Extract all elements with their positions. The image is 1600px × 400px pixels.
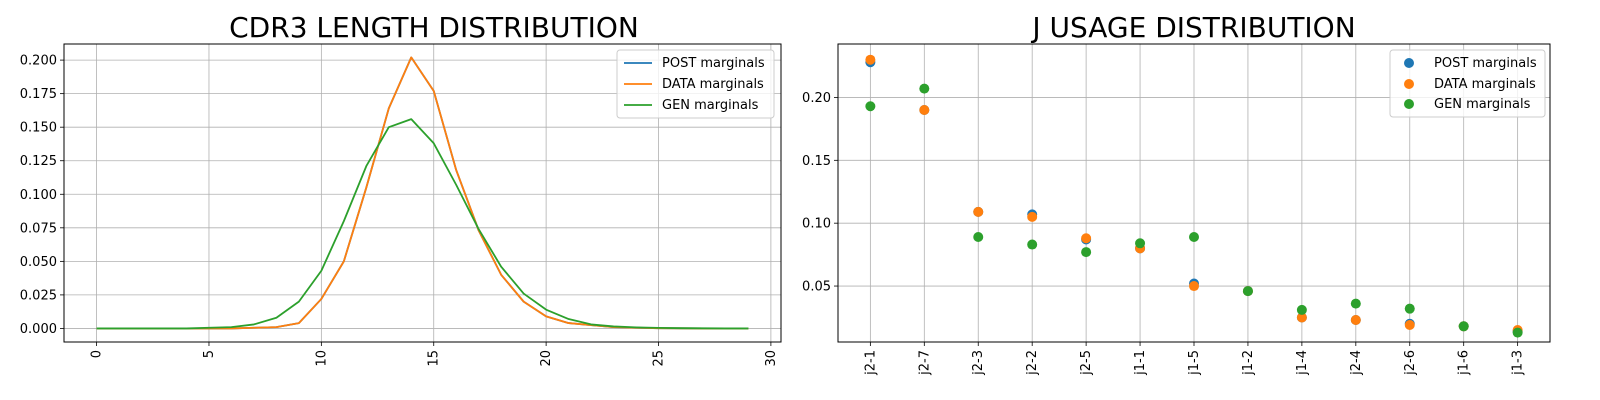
y-axis-ticks: 0.05 0.10 0.15 0.20 (802, 91, 838, 295)
plot-frame (837, 43, 1551, 343)
x-axis-ticks: 0 5 10 15 20 25 30 (90, 342, 779, 367)
point-gen (1135, 238, 1146, 249)
x-tick-label: j2-6 (1403, 350, 1418, 376)
y-tick-label: 0.150 (20, 121, 57, 136)
x-tick-label: j1-1 (1133, 350, 1148, 376)
x-tick-label: j2-7 (917, 350, 932, 376)
y-tick-label: 0.20 (802, 91, 831, 106)
chart-title: J USAGE DISTRIBUTION (1030, 11, 1355, 44)
point-data (1404, 320, 1415, 331)
point-gen (1350, 298, 1361, 309)
legend-label-gen: GEN marginals (662, 98, 759, 113)
x-tick-label: j1-5 (1187, 350, 1202, 376)
legend: POST marginals DATA marginals GEN margin… (616, 49, 775, 119)
scatter-points (865, 54, 1523, 338)
x-tick-label: 30 (764, 350, 779, 367)
y-tick-label: 0.125 (20, 154, 57, 169)
x-tick-label: j1-4 (1295, 350, 1310, 376)
x-tick-label: 0 (90, 350, 105, 358)
legend-label-post: POST marginals (1434, 56, 1537, 71)
legend-box (616, 49, 775, 119)
x-tick-label: j1-2 (1241, 350, 1256, 376)
plot-lines (96, 56, 749, 330)
point-data (1189, 281, 1199, 292)
cdr3-length-chart: CDR3 LENGTH DISTRIBUTION 0 5 10 15 20 25 30 0.… (20, 11, 782, 367)
point-gen (1242, 286, 1253, 297)
point-data (973, 206, 984, 217)
point-gen (973, 232, 984, 243)
legend-box (1389, 49, 1546, 118)
x-tick-label: j2-5 (1079, 350, 1094, 376)
x-tick-label: j1-6 (1457, 350, 1472, 376)
point-gen (1296, 304, 1307, 315)
x-tick-label: 20 (539, 350, 554, 367)
legend-marker-data (1404, 79, 1414, 89)
legend-label-gen: GEN marginals (1434, 97, 1531, 112)
y-tick-label: 0.075 (20, 221, 57, 236)
series-line-gen (96, 118, 749, 330)
point-data (865, 54, 876, 65)
point-data (1081, 233, 1092, 244)
x-tick-label: j2-2 (1025, 350, 1040, 376)
point-gen (1512, 327, 1523, 338)
point-data (919, 105, 930, 116)
legend-label-data: DATA marginals (662, 77, 764, 92)
j-usage-chart: J USAGE DISTRIBUTION j2-1 j2-7 j2-3 j2-2 j2-… (802, 11, 1551, 376)
y-axis-ticks: 0.000 0.025 0.050 0.075 0.100 0.125 0.150 0.175… (20, 54, 64, 337)
grid (838, 44, 1550, 342)
legend-label-data: DATA marginals (1434, 77, 1536, 92)
y-tick-label: 0.10 (802, 217, 831, 232)
y-tick-label: 0.025 (20, 288, 57, 303)
y-tick-label: 0.200 (20, 54, 57, 69)
legend: POST marginals DATA marginals GEN margin… (1389, 49, 1546, 118)
plot-frame (63, 43, 782, 343)
y-tick-label: 0.05 (802, 280, 831, 295)
x-tick-label: j2-4 (1349, 350, 1364, 376)
x-tick-label: 5 (202, 350, 217, 358)
x-tick-label: j2-3 (971, 350, 986, 376)
x-tick-label: 10 (314, 350, 329, 367)
x-tick-label: j1-3 (1511, 350, 1526, 376)
point-gen (865, 101, 876, 112)
y-tick-label: 0.175 (20, 87, 57, 102)
x-tick-label: 25 (652, 350, 667, 367)
y-tick-label: 0.100 (20, 188, 57, 203)
x-axis-ticks: j2-1 j2-7 j2-3 j2-2 j2-5 j1-1 j1-5 j1-2 j1-4 j2-4… (863, 342, 1526, 376)
y-tick-label: 0.15 (802, 154, 831, 169)
legend-marker-post (1404, 58, 1414, 68)
point-data (1350, 314, 1361, 325)
legend-label-post: POST marginals (662, 56, 765, 71)
x-tick-label: j2-1 (863, 350, 878, 376)
legend-marker-gen (1404, 99, 1414, 109)
y-tick-label: 0.050 (20, 255, 57, 270)
x-tick-label: 15 (427, 350, 442, 367)
point-data (1296, 312, 1307, 323)
point-gen (1027, 239, 1038, 250)
point-gen (1458, 321, 1469, 332)
point-data (1027, 211, 1038, 222)
point-gen (919, 83, 930, 94)
chart-title: CDR3 LENGTH DISTRIBUTION (229, 11, 639, 44)
point-gen (1189, 232, 1199, 243)
y-tick-label: 0.000 (20, 322, 57, 337)
point-gen (1404, 303, 1415, 314)
point-gen (1081, 247, 1092, 258)
